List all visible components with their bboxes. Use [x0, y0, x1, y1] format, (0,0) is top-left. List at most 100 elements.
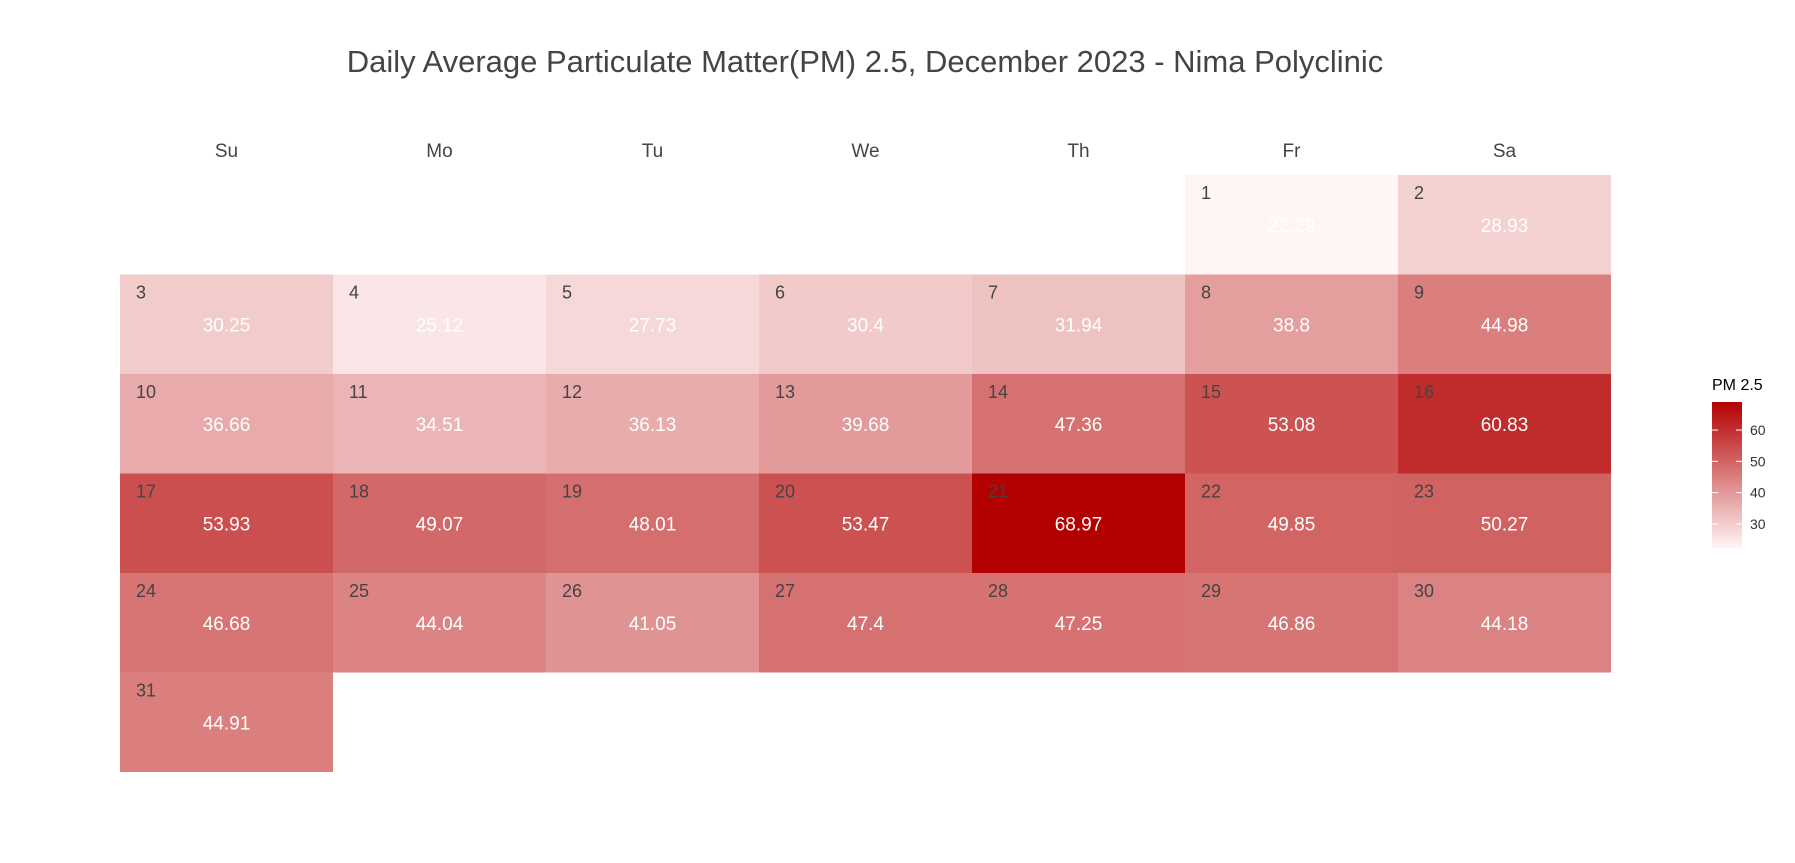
day-number-label: 21 — [988, 482, 1008, 502]
value-label: 47.25 — [1055, 614, 1103, 635]
value-label: 68.97 — [1055, 515, 1103, 536]
value-label: 60.83 — [1481, 415, 1529, 436]
legend-tick-label: 50 — [1750, 453, 1766, 469]
day-number-label: 17 — [136, 482, 156, 502]
cell-fill — [333, 274, 546, 374]
calendar-cell-day-13: 13 39.68 — [759, 374, 972, 474]
value-label: 41.05 — [629, 614, 677, 635]
day-number-label: 8 — [1201, 283, 1211, 303]
cell-fill — [759, 374, 972, 474]
value-label: 27.73 — [629, 316, 677, 337]
cell-fill — [333, 374, 546, 474]
value-label: 47.4 — [847, 614, 884, 635]
calendar-cell-day-11: 11 34.51 — [333, 374, 546, 474]
calendar-cell-day-24: 24 46.68 — [120, 573, 333, 673]
calendar-cell-day-6: 630.4 — [759, 274, 972, 374]
calendar-cell-day-3: 330.25 — [120, 274, 333, 374]
cell-fill — [972, 274, 1185, 374]
calendar-cell-day-18: 18 49.07 — [333, 473, 546, 573]
calendar-cells: 122.29228.93330.25425.12527.73630.4731.9… — [120, 175, 1611, 772]
day-number-label: 2 — [1414, 183, 1424, 203]
cell-fill — [546, 573, 759, 673]
day-number-label: 29 — [1201, 581, 1221, 601]
day-number-label: 30 — [1414, 581, 1434, 601]
cell-fill — [972, 573, 1185, 673]
value-label: 28.93 — [1481, 216, 1529, 237]
calendar-cell-day-23: 23 50.27 — [1398, 473, 1611, 573]
value-label: 49.85 — [1268, 515, 1316, 536]
value-label: 44.18 — [1481, 614, 1529, 635]
calendar-cell-day-5: 527.73 — [546, 274, 759, 374]
weekday-header-tu: Tu — [642, 141, 663, 162]
cell-fill — [333, 473, 546, 573]
calendar-cell-day-14: 14 47.36 — [972, 374, 1185, 474]
weekday-header-we: We — [851, 141, 879, 162]
calendar-cell-day-12: 12 36.13 — [546, 374, 759, 474]
calendar-cell-day-19: 19 48.01 — [546, 473, 759, 573]
cell-fill — [1398, 175, 1611, 275]
chart-title: Daily Average Particulate Matter(PM) 2.5… — [347, 44, 1384, 79]
day-number-label: 15 — [1201, 382, 1221, 402]
cell-fill — [120, 274, 333, 374]
cell-fill — [972, 473, 1185, 573]
legend-tick-label: 30 — [1750, 516, 1766, 532]
legend-tick-label: 60 — [1750, 422, 1766, 438]
value-label: 39.68 — [842, 415, 890, 436]
cell-fill — [759, 274, 972, 374]
calendar-cell-day-28: 28 47.25 — [972, 573, 1185, 673]
day-number-label: 31 — [136, 681, 156, 701]
cell-fill — [1398, 473, 1611, 573]
calendar-cell-day-30: 30 44.18 — [1398, 573, 1611, 673]
day-number-label: 7 — [988, 283, 998, 303]
weekday-header-su: Su — [215, 141, 238, 162]
day-number-label: 16 — [1414, 382, 1434, 402]
calendar-cell-day-7: 731.94 — [972, 274, 1185, 374]
legend-tick-label: 40 — [1750, 485, 1766, 501]
cell-fill — [1185, 175, 1398, 275]
day-number-label: 28 — [988, 581, 1008, 601]
value-label: 53.47 — [842, 515, 890, 536]
day-number-label: 1 — [1201, 183, 1211, 203]
cell-fill — [546, 473, 759, 573]
value-label: 38.8 — [1273, 316, 1310, 337]
cell-fill — [1185, 573, 1398, 673]
cell-fill — [120, 573, 333, 673]
day-number-label: 19 — [562, 482, 582, 502]
value-label: 25.12 — [416, 316, 464, 337]
cell-fill — [972, 374, 1185, 474]
legend-color-bar — [1712, 402, 1742, 548]
value-label: 53.93 — [203, 515, 251, 536]
value-label: 36.13 — [629, 415, 677, 436]
value-label: 34.51 — [416, 415, 464, 436]
weekday-header-sa: Sa — [1493, 141, 1517, 162]
calendar-cell-day-16: 16 60.83 — [1398, 374, 1611, 474]
value-label: 44.91 — [203, 714, 251, 735]
cell-fill — [120, 672, 333, 772]
calendar-cell-day-31: 31 44.91 — [120, 672, 333, 772]
day-number-label: 25 — [349, 581, 369, 601]
day-number-label: 20 — [775, 482, 795, 502]
cell-fill — [1185, 274, 1398, 374]
cell-fill — [759, 573, 972, 673]
calendar-cell-day-29: 29 46.86 — [1185, 573, 1398, 673]
cell-fill — [546, 374, 759, 474]
weekday-header-fr: Fr — [1283, 141, 1302, 162]
day-number-label: 3 — [136, 283, 146, 303]
calendar-cell-day-4: 425.12 — [333, 274, 546, 374]
cell-fill — [1398, 374, 1611, 474]
calendar-cell-day-26: 26 41.05 — [546, 573, 759, 673]
calendar-cell-day-8: 838.8 — [1185, 274, 1398, 374]
color-legend: PM 2.5 30 40 50 60 — [1712, 377, 1766, 548]
value-label: 22.29 — [1268, 216, 1316, 237]
legend-ticks: 30 40 50 60 — [1712, 422, 1766, 532]
value-label: 46.86 — [1268, 614, 1316, 635]
calendar-cell-day-9: 944.98 — [1398, 274, 1611, 374]
weekday-header-th: Th — [1067, 141, 1089, 162]
cell-fill — [546, 274, 759, 374]
calendar-cell-day-10: 10 36.66 — [120, 374, 333, 474]
value-label: 30.25 — [203, 316, 251, 337]
weekday-header-mo: Mo — [426, 141, 452, 162]
calendar-cell-day-1: 122.29 — [1185, 175, 1398, 275]
value-label: 44.98 — [1481, 316, 1529, 337]
day-number-label: 24 — [136, 581, 156, 601]
